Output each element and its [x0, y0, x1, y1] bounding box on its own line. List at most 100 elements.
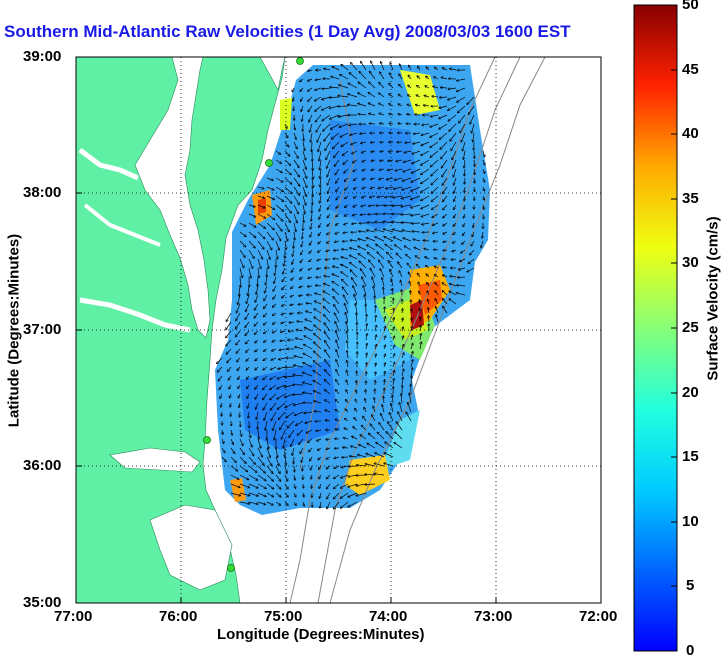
- velocity-arrow: [352, 436, 358, 440]
- velocity-arrow: [239, 285, 240, 296]
- velocity-arrow: [248, 465, 257, 472]
- velocity-arrow: [469, 105, 475, 114]
- velocity-arrow: [399, 84, 403, 89]
- velocity-arrow: [264, 294, 268, 301]
- velocity-arrow: [327, 492, 331, 499]
- velocity-arrow: [226, 339, 232, 346]
- velocity-arrow: [317, 438, 322, 441]
- velocity-arrow: [407, 104, 412, 106]
- velocity-arrow: [284, 492, 288, 497]
- velocity-arrow: [238, 384, 241, 389]
- velocity-arrow: [303, 393, 313, 395]
- velocity-arrow: [273, 285, 277, 291]
- velocity-arrow: [239, 267, 242, 278]
- velocity-arrow: [334, 483, 340, 489]
- velocity-arrow: [281, 429, 286, 439]
- velocity-arrow: [327, 501, 331, 509]
- velocity-arrow: [464, 204, 465, 209]
- velocity-arrow: [320, 195, 321, 203]
- velocity-arrow: [282, 276, 286, 282]
- velocity-arrow: [236, 330, 241, 337]
- velocity-arrow: [459, 267, 466, 270]
- velocity-arrow: [332, 67, 340, 71]
- velocity-arrow: [327, 231, 331, 235]
- velocity-arrow: [431, 177, 439, 185]
- velocity-arrow: [310, 465, 312, 470]
- velocity-arrow: [346, 400, 349, 404]
- velocity-arrow: [294, 356, 304, 359]
- velocity-arrow: [341, 465, 349, 468]
- velocity-arrow: [481, 240, 484, 248]
- velocity-arrow: [308, 268, 313, 270]
- velocity-arrow: [393, 237, 403, 242]
- velocity-arrow: [335, 241, 340, 242]
- velocity-arrow: [293, 204, 298, 214]
- velocity-arrow: [248, 258, 253, 268]
- velocity-arrow: [432, 195, 439, 201]
- velocity-arrow: [317, 268, 322, 269]
- velocity-arrow: [384, 237, 394, 242]
- velocity-arrow: [396, 422, 403, 431]
- velocity-arrow: [341, 141, 349, 146]
- velocity-arrow: [384, 463, 394, 467]
- velocity-arrow: [384, 336, 386, 341]
- velocity-arrow: [324, 307, 331, 314]
- velocity-arrow: [428, 316, 429, 323]
- velocity-arrow: [284, 159, 291, 165]
- velocity-arrow: [393, 195, 403, 198]
- velocity-arrow: [464, 159, 465, 168]
- velocity-arrow: [366, 324, 367, 332]
- x-tick-label: 77:00: [54, 608, 93, 625]
- velocity-arrow: [345, 204, 349, 207]
- velocity-arrow: [352, 278, 358, 287]
- velocity-arrow: [325, 370, 331, 377]
- colorbar-tick-label: 20: [682, 384, 699, 401]
- velocity-arrow: [375, 229, 385, 233]
- velocity-arrow: [275, 222, 282, 231]
- velocity-arrow: [359, 72, 367, 80]
- velocity-arrow: [284, 231, 288, 241]
- velocity-arrow: [354, 177, 358, 180]
- velocity-arrow: [305, 328, 313, 332]
- colorbar-tick-label: 0: [686, 642, 695, 659]
- velocity-arrow: [474, 213, 475, 218]
- velocity-arrow: [369, 82, 376, 89]
- velocity-arrow: [355, 304, 358, 314]
- velocity-arrow: [344, 177, 349, 181]
- velocity-arrow: [336, 370, 340, 377]
- velocity-arrow: [293, 240, 294, 248]
- velocity-arrow: [360, 269, 367, 278]
- velocity-arrow: [314, 401, 322, 404]
- velocity-arrow: [325, 410, 331, 413]
- velocity-arrow: [348, 105, 358, 107]
- velocity-arrow: [319, 483, 322, 488]
- velocity-arrow: [388, 422, 394, 431]
- velocity-arrow: [326, 439, 331, 440]
- velocity-arrow: [248, 213, 256, 217]
- velocity-arrow: [291, 438, 295, 446]
- velocity-arrow: [474, 168, 475, 175]
- velocity-arrow: [430, 132, 439, 137]
- velocity-arrow: [227, 357, 232, 363]
- velocity-arrow: [374, 474, 385, 475]
- velocity-arrow: [266, 186, 274, 190]
- velocity-arrow: [449, 123, 457, 131]
- velocity-arrow: [350, 456, 358, 457]
- velocity-arrow: [246, 357, 250, 361]
- velocity-arrow: [346, 322, 349, 332]
- velocity-arrow: [371, 61, 376, 71]
- velocity-arrow: [248, 438, 252, 447]
- velocity-arrow: [336, 331, 340, 341]
- velocity-arrow: [384, 380, 385, 386]
- velocity-arrow: [464, 195, 465, 201]
- velocity-arrow: [398, 262, 403, 269]
- velocity-arrow: [266, 222, 274, 230]
- velocity-arrow: [328, 195, 331, 201]
- velocity-arrow: [365, 464, 376, 467]
- velocity-arrow: [324, 132, 331, 141]
- velocity-arrow: [393, 371, 394, 377]
- velocity-arrow: [272, 340, 277, 342]
- velocity-arrow: [277, 393, 286, 399]
- velocity-arrow: [341, 257, 349, 260]
- velocity-arrow: [431, 186, 439, 193]
